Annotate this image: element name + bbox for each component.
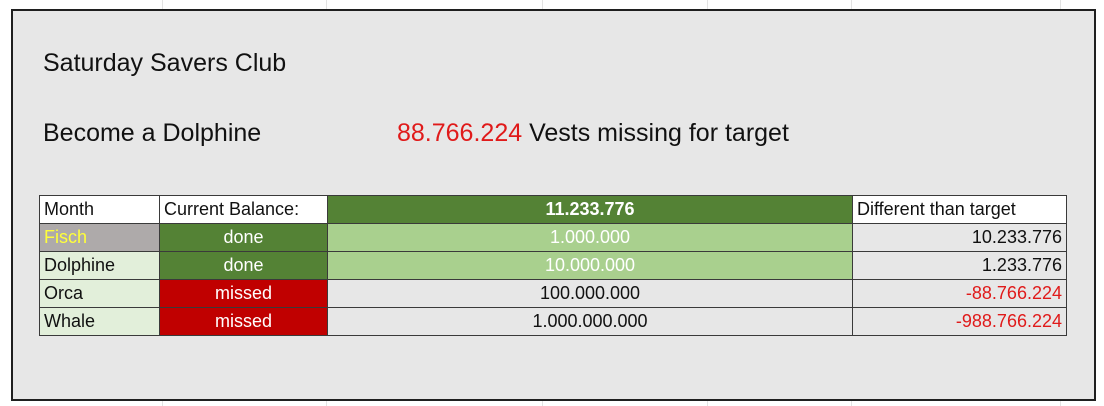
header-current-balance-value[interactable]: 11.233.776 [327,195,853,224]
table-row-fisch: Fisch done 1.000.000 10.233.776 [39,223,1067,252]
table-header-row: Month Current Balance: 11.233.776 Differ… [39,195,1067,224]
missing-vests-text[interactable]: Vests missing for target [529,119,789,147]
savings-table: Month Current Balance: 11.233.776 Differ… [39,195,1067,336]
table-row-whale: Whale missed 1.000.000.000 -988.766.224 [39,307,1067,336]
goal-missing: 88.766.224 Vests missing for target [397,119,789,148]
month-cell[interactable]: Fisch [39,223,160,252]
goal-label[interactable]: Become a Dolphine [43,119,262,147]
difference-cell[interactable]: -88.766.224 [852,279,1067,308]
target-cell[interactable]: 100.000.000 [327,279,853,308]
missing-vests-value[interactable]: 88.766.224 [397,119,523,147]
month-cell[interactable]: Whale [39,307,160,336]
status-cell[interactable]: done [159,251,328,280]
month-cell[interactable]: Dolphine [39,251,160,280]
table-row-orca: Orca missed 100.000.000 -88.766.224 [39,279,1067,308]
difference-cell[interactable]: 1.233.776 [852,251,1067,280]
header-difference[interactable]: Different than target [852,195,1067,224]
header-current-balance-label[interactable]: Current Balance: [159,195,328,224]
status-cell[interactable]: missed [159,279,328,308]
difference-cell[interactable]: -988.766.224 [852,307,1067,336]
status-cell[interactable]: missed [159,307,328,336]
savers-club-panel: Saturday Savers Club Become a Dolphine 8… [11,9,1096,401]
header-month[interactable]: Month [39,195,160,224]
target-cell[interactable]: 1.000.000.000 [327,307,853,336]
status-cell[interactable]: done [159,223,328,252]
target-cell[interactable]: 1.000.000 [327,223,853,252]
month-cell[interactable]: Orca [39,279,160,308]
difference-cell[interactable]: 10.233.776 [852,223,1067,252]
club-title[interactable]: Saturday Savers Club [43,49,287,77]
target-cell[interactable]: 10.000.000 [327,251,853,280]
table-row-dolphine: Dolphine done 10.000.000 1.233.776 [39,251,1067,280]
